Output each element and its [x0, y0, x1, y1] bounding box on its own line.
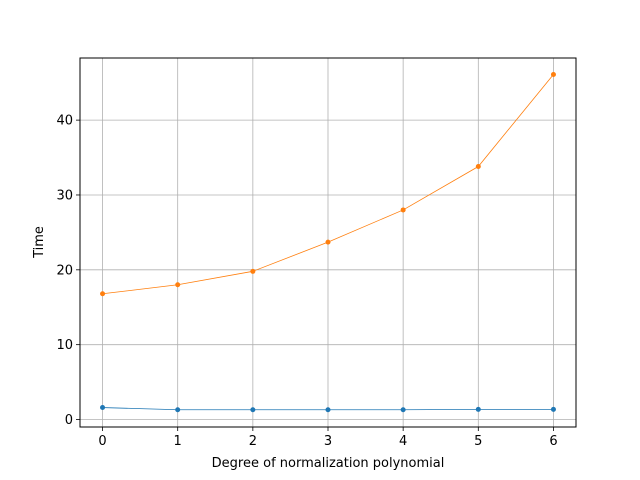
series-2-point [175, 282, 181, 288]
x-tick-label: 5 [474, 434, 482, 449]
y-tick-label: 20 [56, 263, 73, 278]
x-axis-label: Degree of normalization polynomial [212, 456, 445, 471]
series-layer [100, 71, 556, 413]
x-tick-label: 2 [249, 434, 257, 449]
x-tick-label: 1 [174, 434, 182, 449]
x-axis-ticks: 0 1 2 3 4 5 6 [98, 427, 558, 449]
y-axis-label: Time [32, 226, 47, 259]
series-2-point [550, 71, 556, 77]
x-tick-label: 0 [98, 434, 106, 449]
series-2-point [250, 268, 256, 274]
series-1-point [400, 407, 406, 413]
series-1-point [475, 406, 481, 412]
y-tick-label: 10 [56, 338, 73, 353]
x-tick-label: 4 [399, 434, 407, 449]
series-2-point [400, 207, 406, 213]
y-axis-ticks: 0 10 20 30 40 [56, 114, 80, 428]
series-2-point [325, 239, 331, 245]
x-tick-label: 6 [549, 434, 557, 449]
grid [80, 58, 576, 427]
series-1-point [175, 407, 181, 413]
series-1-point [250, 407, 256, 413]
y-tick-label: 30 [56, 188, 73, 203]
y-tick-label: 0 [65, 413, 73, 428]
series-2-point [475, 164, 481, 170]
x-tick-label: 3 [324, 434, 332, 449]
series-1-point [100, 405, 106, 411]
series-2-point [100, 291, 106, 297]
series-1-point [325, 407, 331, 413]
series-1-point [550, 406, 556, 412]
y-tick-label: 40 [56, 114, 73, 129]
